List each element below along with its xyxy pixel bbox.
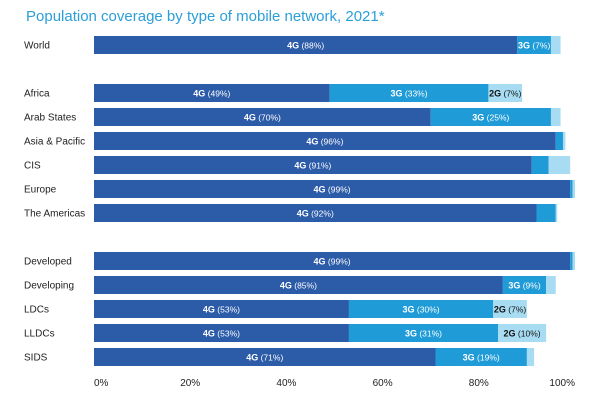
bar-africa-4g xyxy=(94,84,330,102)
bar-lldcs-4g xyxy=(94,324,349,342)
bar-europe-3g xyxy=(570,180,573,198)
bar-the-americas-4g xyxy=(94,204,537,222)
bar-developed-3g xyxy=(570,252,573,270)
data-label-developing-3g: 3G (9%) xyxy=(508,281,540,291)
bar-developed-2g xyxy=(572,252,575,270)
bar-developing-4g xyxy=(94,276,503,294)
data-label-the-americas-4g: 4G (92%) xyxy=(297,209,334,219)
bar-africa-3g xyxy=(329,84,489,102)
data-label-africa-2g: 2G (7%) xyxy=(489,89,521,99)
bar-europe-4g xyxy=(94,180,571,198)
data-label-europe-4g: 4G (99%) xyxy=(314,185,351,195)
category-label-cis: CIS xyxy=(24,161,41,172)
data-label-developing-4g: 4G (85%) xyxy=(280,281,317,291)
category-label-sids: SIDS xyxy=(24,353,48,364)
data-label-world-3g: 3G (7%) xyxy=(518,41,550,51)
bar-developing-3g xyxy=(502,276,547,294)
bar-africa-2g xyxy=(488,84,523,102)
bar-sids-2g xyxy=(526,348,535,366)
bar-asia-pacific-4g xyxy=(94,132,556,150)
data-label-ldcs-4g: 4G (53%) xyxy=(203,305,240,315)
category-label-africa: Africa xyxy=(24,89,50,100)
category-label-europe: Europe xyxy=(24,185,57,196)
bar-lldcs-2g xyxy=(498,324,547,342)
bar-cis-2g xyxy=(548,156,571,174)
bar-cis-3g xyxy=(531,156,549,174)
bar-developed-4g xyxy=(94,252,571,270)
bar-cis-4g xyxy=(94,156,532,174)
x-tick-label: 0% xyxy=(94,378,109,389)
category-label-asia-pacific: Asia & Pacific xyxy=(24,137,85,148)
data-label-world-4g: 4G (88%) xyxy=(287,41,324,51)
bar-world-2g xyxy=(550,36,561,54)
data-label-lldcs-2g: 2G (10%) xyxy=(504,329,541,339)
bar-lldcs-3g xyxy=(348,324,499,342)
data-label-sids-4g: 4G (71%) xyxy=(246,353,283,363)
bar-sids-3g xyxy=(435,348,527,366)
bar-ldcs-2g xyxy=(493,300,527,318)
bar-the-americas-2g xyxy=(555,204,558,222)
x-tick-label: 100% xyxy=(549,378,575,389)
category-label-lldcs: LLDCs xyxy=(24,329,55,340)
data-label-asia-pacific-4g: 4G (96%) xyxy=(306,137,343,147)
bar-developing-2g xyxy=(546,276,556,294)
category-label-world: World xyxy=(24,41,50,52)
bar-world-3g xyxy=(517,36,551,54)
category-label-the-americas: The Americas xyxy=(24,209,85,220)
data-label-cis-4g: 4G (91%) xyxy=(294,161,331,171)
bar-ldcs-4g xyxy=(94,300,349,318)
data-label-sids-3g: 3G (19%) xyxy=(463,353,500,363)
bar-europe-2g xyxy=(572,180,575,198)
x-tick-label: 60% xyxy=(373,378,393,389)
data-label-lldcs-3g: 3G (31%) xyxy=(405,329,442,339)
category-label-developing: Developing xyxy=(24,281,74,292)
data-label-developed-4g: 4G (99%) xyxy=(314,257,351,267)
data-label-lldcs-4g: 4G (53%) xyxy=(203,329,240,339)
bar-asia-pacific-3g xyxy=(555,132,563,150)
category-label-arab-states: Arab States xyxy=(24,113,76,124)
bar-arab-states-2g xyxy=(550,108,561,126)
bar-the-americas-3g xyxy=(536,204,556,222)
chart-title: Population coverage by type of mobile ne… xyxy=(26,8,385,25)
data-label-africa-4g: 4G (49%) xyxy=(193,89,230,99)
category-label-developed: Developed xyxy=(24,257,72,268)
data-label-ldcs-2g: 2G (7%) xyxy=(494,305,526,315)
x-tick-label: 40% xyxy=(276,378,296,389)
bar-arab-states-4g xyxy=(94,108,431,126)
category-label-ldcs: LDCs xyxy=(24,305,49,316)
bar-asia-pacific-2g xyxy=(562,132,566,150)
bar-world-4g xyxy=(94,36,518,54)
data-label-ldcs-3g: 3G (30%) xyxy=(403,305,440,315)
data-label-arab-states-3g: 3G (25%) xyxy=(472,113,509,123)
x-tick-label: 20% xyxy=(180,378,200,389)
bar-sids-4g xyxy=(94,348,436,366)
x-tick-label: 80% xyxy=(469,378,489,389)
data-label-africa-3g: 3G (33%) xyxy=(391,89,428,99)
data-label-arab-states-4g: 4G (70%) xyxy=(244,113,281,123)
bar-ldcs-3g xyxy=(348,300,494,318)
bar-arab-states-3g xyxy=(430,108,551,126)
